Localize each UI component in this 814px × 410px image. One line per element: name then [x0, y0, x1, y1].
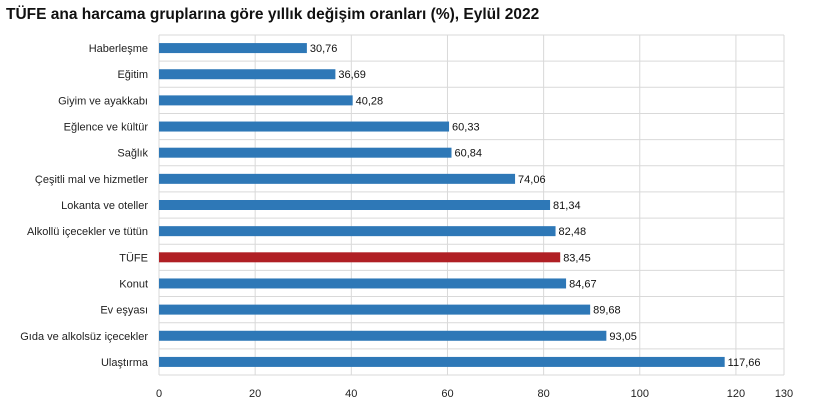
x-tick-label: 100 [631, 388, 649, 400]
data-label: 82,48 [559, 226, 587, 238]
category-label: Gıda ve alkolsüz içecekler [20, 331, 148, 343]
x-tick-label: 20 [249, 388, 261, 400]
data-label: 60,84 [455, 148, 483, 160]
x-tick-label: 40 [345, 388, 357, 400]
x-tick-label: 130 [775, 388, 793, 400]
category-label: Haberleşme [89, 43, 148, 55]
category-label: Ulaştırma [101, 357, 149, 369]
bar [159, 226, 556, 237]
bar [159, 43, 307, 54]
data-label: 36,69 [338, 69, 366, 81]
category-label: Lokanta ve oteller [61, 200, 148, 212]
category-label: Eğitim [117, 69, 148, 81]
data-label: 60,33 [452, 122, 480, 134]
data-label: 117,66 [728, 357, 761, 369]
x-tick-label: 120 [727, 388, 745, 400]
bar [159, 278, 567, 289]
category-label: Sağlık [117, 148, 148, 160]
bar [159, 200, 551, 210]
x-tick-label: 80 [537, 388, 549, 400]
category-label: Konut [119, 278, 148, 290]
data-label: 81,34 [553, 200, 581, 212]
category-label: TÜFE [119, 252, 148, 264]
data-label: 40,28 [356, 95, 384, 107]
data-label: 93,05 [609, 331, 637, 343]
bar [159, 95, 353, 106]
category-label: Giyim ve ayakkabı [58, 95, 148, 107]
bar [159, 356, 725, 367]
data-label: 83,45 [563, 252, 591, 264]
bar [159, 147, 452, 158]
chart-title: TÜFE ana harcama gruplarına göre yıllık … [6, 6, 540, 23]
data-label: 84,67 [569, 278, 597, 290]
bar [159, 330, 607, 341]
x-tick-label: 60 [441, 388, 453, 400]
bar [159, 252, 561, 263]
data-label: 30,76 [310, 43, 338, 55]
category-label: Çeşitli mal ve hizmetler [35, 174, 148, 186]
category-label: Ev eşyası [100, 305, 148, 317]
data-label: 89,68 [593, 305, 621, 317]
bar [159, 121, 450, 132]
data-label: 74,06 [518, 174, 546, 186]
category-label: Alkollü içecekler ve tütün [27, 226, 148, 238]
x-tick-label: 0 [156, 388, 162, 400]
bar [159, 173, 516, 184]
category-label: Eğlence ve kültür [64, 122, 149, 134]
bar [159, 69, 336, 80]
bar [159, 304, 591, 315]
